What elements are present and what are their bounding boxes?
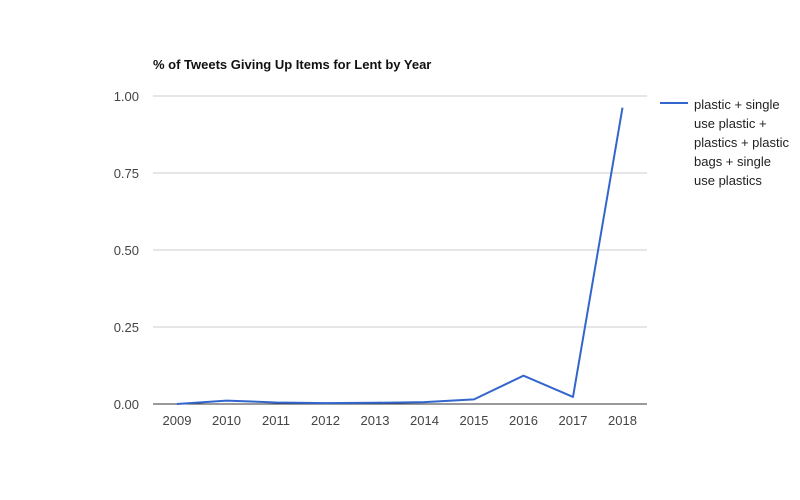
x-tick-label: 2015 (460, 413, 489, 428)
legend-label: plastic + single use plastic + plastics … (694, 97, 790, 188)
x-tick-label: 2017 (559, 413, 588, 428)
x-tick-label: 2013 (361, 413, 390, 428)
x-tick-label: 2014 (410, 413, 439, 428)
series-line (176, 107, 624, 405)
y-tick-label: 0.50 (114, 243, 139, 258)
y-tick-label: 0.25 (114, 320, 139, 335)
x-tick-label: 2018 (608, 413, 637, 428)
series-lines (176, 107, 624, 405)
legend-swatch (660, 102, 688, 104)
x-tick-label: 2016 (509, 413, 538, 428)
chart-title: % of Tweets Giving Up Items for Lent by … (153, 57, 432, 72)
y-axis-ticks: 0.00 0.25 0.50 0.75 1.00 (114, 89, 139, 412)
y-tick-label: 0.00 (114, 397, 139, 412)
y-tick-label: 1.00 (114, 89, 139, 104)
x-tick-label: 2010 (212, 413, 241, 428)
x-tick-label: 2012 (311, 413, 340, 428)
x-tick-label: 2009 (163, 413, 192, 428)
x-axis-ticks: 2009 2010 2011 2012 2013 2014 2015 2016 2017 2018 (163, 413, 637, 428)
x-tick-label: 2011 (262, 413, 290, 428)
grid-lines (153, 95, 647, 328)
y-tick-label: 0.75 (114, 166, 139, 181)
